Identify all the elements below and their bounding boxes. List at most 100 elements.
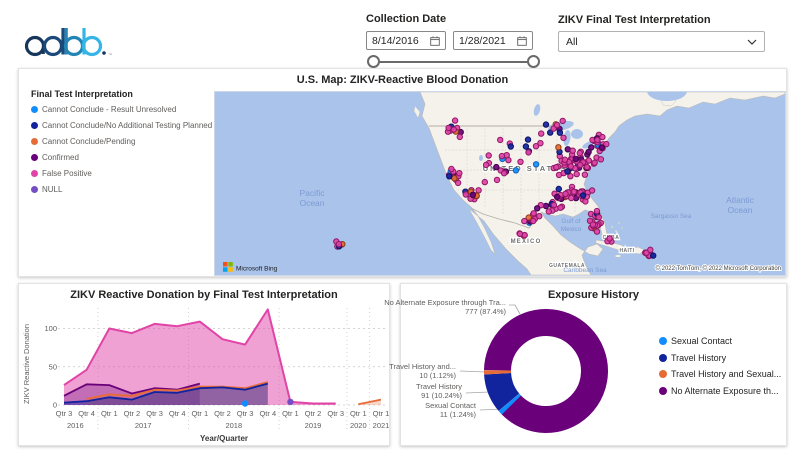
hispaniola-island bbox=[628, 246, 645, 255]
jamaica-island bbox=[614, 254, 622, 258]
legend-color-dot bbox=[31, 138, 38, 145]
callout-travel-history: Travel History 91 (10.24%) bbox=[416, 382, 462, 400]
exposure-history-donut[interactable] bbox=[401, 284, 788, 447]
legend-color-dot bbox=[659, 386, 667, 395]
svg-text:2019: 2019 bbox=[305, 421, 322, 430]
svg-text:Qtr 1: Qtr 1 bbox=[191, 409, 208, 418]
label-united-states: UNITED STATES bbox=[483, 164, 567, 173]
header: ™ Collection Date 8/14/2016 1/28/2021 ZI… bbox=[0, 0, 800, 68]
label-atlantic-ocean: Ocean bbox=[727, 205, 752, 215]
legend-item-label: Travel History bbox=[671, 352, 727, 363]
legend-item[interactable]: Cannot Conclude - Result Unresolved bbox=[31, 105, 216, 114]
legend-item-label: No Alternate Exposure th... bbox=[671, 385, 779, 396]
legend-color-dot bbox=[31, 186, 38, 193]
donut-chart-panel: Exposure History No Alternate Exposure t… bbox=[384, 283, 788, 447]
svg-text:Qtr 3: Qtr 3 bbox=[237, 409, 254, 418]
north-america-land bbox=[419, 92, 785, 275]
legend-item[interactable]: Travel History and Sexual... bbox=[659, 369, 781, 379]
svg-text:Qtr 4: Qtr 4 bbox=[169, 409, 186, 418]
end-date-value: 1/28/2021 bbox=[459, 34, 506, 47]
legend-item-label: Travel History and Sexual... bbox=[671, 369, 782, 379]
date-range-slider-handle-start[interactable] bbox=[366, 55, 380, 68]
date-range-slider-handle-end[interactable] bbox=[526, 55, 540, 68]
legend-item-label: Cannot Conclude - Result Unresolved bbox=[42, 105, 177, 114]
start-date-value: 8/14/2016 bbox=[372, 34, 419, 47]
legend-item[interactable]: NULL bbox=[31, 185, 216, 194]
legend-item-label: Sexual Contact bbox=[671, 336, 733, 346]
chevron-down-icon bbox=[747, 39, 757, 45]
svg-text:Qtr 4: Qtr 4 bbox=[78, 409, 95, 418]
bahamas-islands bbox=[610, 222, 623, 233]
map-panel: U.S. Map: ZIKV-Reactive Blood Donation F… bbox=[18, 68, 787, 277]
us-bubble-map[interactable]: UNITED STATES MEXICO CUBA HAITI GUATEMAL… bbox=[214, 91, 786, 276]
label-gulf-of-mexico: Gulf of bbox=[561, 218, 580, 225]
donut-chart-title: Exposure History bbox=[547, 289, 640, 301]
legend-color-dot bbox=[659, 337, 667, 345]
legend-item[interactable]: Confirmed bbox=[31, 153, 216, 162]
svg-text:Microsoft Bing: Microsoft Bing bbox=[236, 266, 278, 273]
svg-text:Qtr 3: Qtr 3 bbox=[327, 409, 344, 418]
callout-travel-history-and-sexual: Travel History and... 10 (1.12%) bbox=[389, 362, 456, 380]
collection-date-start-input[interactable]: 8/14/2016 bbox=[366, 31, 446, 50]
legend-color-dot bbox=[31, 154, 38, 161]
area-chart-panel: ZIKV Reactive Donation by Final Test Int… bbox=[18, 283, 390, 446]
label-sargasso-sea: Sargasso Sea bbox=[651, 213, 692, 220]
label-guatemala: GUATEMALA bbox=[549, 263, 585, 269]
svg-text:Qtr 2: Qtr 2 bbox=[214, 409, 231, 418]
legend-item[interactable]: Cannot Conclude/No Additional Testing Pl… bbox=[31, 121, 216, 130]
area-chart[interactable]: 0 50 100 2016 2017 2018 2019 2020 2021 Qtr 3 Qtr 4… bbox=[19, 304, 391, 447]
baja-california bbox=[468, 208, 496, 255]
label-atlantic-ocean: Atlantic bbox=[726, 195, 755, 205]
svg-text:ZIKV Reactive Donation: ZIKV Reactive Donation bbox=[22, 324, 31, 404]
legend-color-dot bbox=[659, 353, 667, 362]
svg-text:Qtr 4: Qtr 4 bbox=[259, 409, 276, 418]
map-legend-title: Final Test Interpretation bbox=[31, 89, 133, 99]
map-legend: Final Test Interpretation Cannot Conclud… bbox=[31, 89, 216, 201]
svg-text:Qtr 3: Qtr 3 bbox=[56, 409, 73, 418]
legend-item-label: False Positive bbox=[42, 169, 92, 178]
calendar-icon bbox=[430, 35, 440, 46]
label-gulf-of-mexico: Mexico bbox=[561, 226, 582, 233]
lakes bbox=[479, 92, 687, 161]
calendar-icon bbox=[517, 35, 527, 46]
svg-text:Qtr 1: Qtr 1 bbox=[101, 409, 118, 418]
zikv-filter-value: All bbox=[566, 35, 578, 48]
legend-item[interactable]: Sexual Contact bbox=[659, 336, 781, 346]
zikv-filter-dropdown[interactable]: All bbox=[558, 31, 765, 52]
legend-item-label: Cannot Conclude/No Additional Testing Pl… bbox=[42, 121, 213, 130]
label-pacific-ocean: Pacific bbox=[299, 188, 325, 198]
legend-item[interactable]: Travel History bbox=[659, 353, 781, 363]
svg-text:™: ™ bbox=[108, 52, 112, 57]
collection-date-label: Collection Date bbox=[366, 13, 447, 25]
svg-text:2020: 2020 bbox=[350, 421, 367, 430]
svg-text:2017: 2017 bbox=[135, 421, 152, 430]
svg-text:100: 100 bbox=[44, 324, 57, 333]
legend-item[interactable]: No Alternate Exposure th... bbox=[659, 386, 781, 396]
svg-text:2021: 2021 bbox=[373, 421, 390, 430]
label-caribbean-sea: Caribbean Sea bbox=[563, 267, 607, 274]
svg-text:Qtr 1: Qtr 1 bbox=[282, 409, 299, 418]
legend-color-dot bbox=[31, 106, 38, 113]
label-pacific-ocean: Ocean bbox=[299, 198, 324, 208]
microsoft-bing-logo: Microsoft Bing bbox=[223, 262, 278, 273]
zikv-filter-label: ZIKV Final Test Interpretation bbox=[558, 14, 711, 26]
svg-text:2016: 2016 bbox=[67, 421, 84, 430]
svg-text:Year/Quarter: Year/Quarter bbox=[200, 434, 248, 443]
svg-text:Qtr 2: Qtr 2 bbox=[124, 409, 141, 418]
svg-text:Qtr 1: Qtr 1 bbox=[350, 409, 367, 418]
legend-item[interactable]: Cannot Conclude/Pending bbox=[31, 137, 216, 146]
map-attribution: © 2022 TomTom, © 2022 Microsoft Corporat… bbox=[656, 265, 781, 272]
svg-text:Qtr 1: Qtr 1 bbox=[373, 409, 390, 418]
map-panel-title: U.S. Map: ZIKV-Reactive Blood Donation bbox=[296, 74, 509, 86]
svg-text:50: 50 bbox=[49, 362, 57, 371]
area-chart-title: ZIKV Reactive Donation by Final Test Int… bbox=[70, 289, 338, 301]
date-range-slider-track[interactable] bbox=[373, 61, 533, 63]
label-haiti: HAITI bbox=[619, 248, 634, 254]
legend-color-dot bbox=[31, 170, 38, 177]
label-mexico: MEXICO bbox=[511, 239, 542, 245]
svg-text:0: 0 bbox=[53, 401, 57, 410]
svg-text:Qtr 3: Qtr 3 bbox=[146, 409, 163, 418]
legend-item[interactable]: False Positive bbox=[31, 169, 216, 178]
collection-date-end-input[interactable]: 1/28/2021 bbox=[453, 31, 533, 50]
legend-item-label: Cannot Conclude/Pending bbox=[42, 137, 136, 146]
